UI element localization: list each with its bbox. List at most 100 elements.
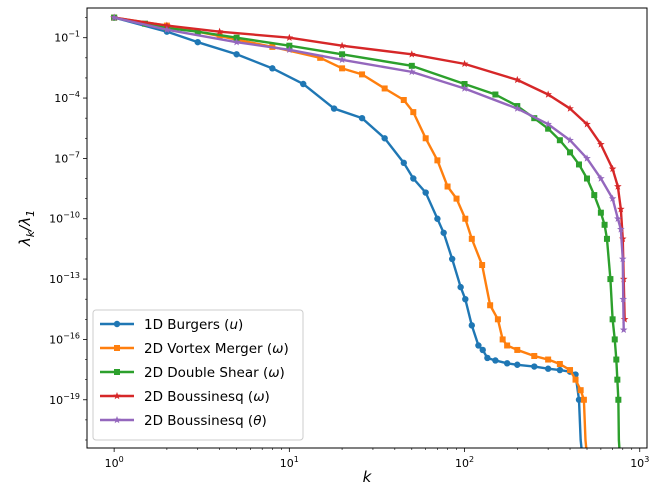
x-axis-ticks: 100 101 102 103 xyxy=(105,448,649,470)
series-1-marker xyxy=(358,114,366,122)
series-2-marker xyxy=(444,183,451,190)
series-5-marker xyxy=(513,104,522,112)
legend-entry-2: 2D Vortex Merger (ω) xyxy=(100,341,289,357)
series-4-marker xyxy=(544,90,552,98)
series-2-marker xyxy=(462,215,469,222)
series-1-marker xyxy=(492,357,499,364)
series-5-marker xyxy=(618,254,627,263)
series-3-marker xyxy=(492,91,499,98)
series-4-marker xyxy=(408,50,416,58)
series-4-marker xyxy=(608,164,617,173)
series-4-marker xyxy=(285,33,294,41)
series-4-marker xyxy=(614,182,622,190)
legend-entry-3-label: 2D Double Shear (ω) xyxy=(144,365,285,381)
series-3-marker xyxy=(575,161,582,168)
series-3 xyxy=(111,14,622,448)
series-1-marker xyxy=(381,135,388,142)
y-tick-label: 10−19 xyxy=(49,392,80,407)
series-3-marker xyxy=(461,80,468,87)
series-1-marker xyxy=(475,342,482,349)
legend-entry-5: 2D Boussinesq (θ) xyxy=(100,413,267,429)
series-4-marker xyxy=(215,27,224,35)
series-3-marker xyxy=(607,276,614,283)
series-2-marker xyxy=(487,302,494,309)
series-3-marker xyxy=(614,376,621,383)
series-3-marker xyxy=(603,235,610,242)
y-tick-label: 10−10 xyxy=(49,211,80,226)
y-axis-ticks: 10−1 10−4 10−7 10−10 10−13 10−16 10−19 xyxy=(49,17,87,441)
series-5 xyxy=(110,13,628,334)
series-3-marker xyxy=(611,336,618,343)
series-3-marker xyxy=(286,42,293,49)
series-2-marker xyxy=(577,387,584,394)
series-5-marker xyxy=(408,67,416,76)
series-1-marker xyxy=(457,283,464,291)
series-3-marker xyxy=(609,316,616,323)
series-3-marker xyxy=(613,356,620,363)
series-5-marker xyxy=(614,214,622,222)
series-3-marker xyxy=(556,137,563,144)
series-1-marker xyxy=(544,365,552,372)
legend-entries: 1D Burgers (u) 2D Vortex Merger (ω) 2D Dou… xyxy=(100,317,289,429)
series-4-marker xyxy=(618,234,627,243)
series-3-marker xyxy=(615,396,622,403)
series-4-marker xyxy=(460,59,469,68)
series-4-marker xyxy=(566,104,574,112)
series-3-marker xyxy=(584,175,591,182)
series-3-marker xyxy=(408,62,415,69)
series-5-marker xyxy=(285,45,294,54)
series-5-marker xyxy=(163,25,171,33)
x-tick-label: 100 xyxy=(105,455,124,470)
legend-entry-2-label: 2D Vortex Merger (ω) xyxy=(144,341,289,357)
series-5-marker xyxy=(617,225,625,233)
series-4-marker xyxy=(163,21,171,29)
series-1-marker xyxy=(233,51,240,58)
series-layer xyxy=(110,13,629,448)
series-4-line xyxy=(113,16,626,320)
legend-entry-1-marker xyxy=(113,320,121,328)
series-2-marker xyxy=(499,336,506,343)
series-5-marker xyxy=(566,136,574,144)
series-4-marker xyxy=(338,41,346,49)
series-3-marker xyxy=(601,221,608,228)
series-1-marker xyxy=(422,189,429,196)
y-tick-label: 10−13 xyxy=(49,271,80,286)
series-1-marker xyxy=(400,159,407,167)
x-tick-label: 102 xyxy=(455,455,474,470)
series-5-marker xyxy=(619,295,628,303)
series-1-marker xyxy=(269,65,276,72)
legend: 1D Burgers (u) 2D Vortex Merger (ω) 2D Dou… xyxy=(92,309,304,441)
series-1-marker xyxy=(531,363,538,370)
series-2-marker xyxy=(572,376,579,383)
legend-entry-1: 1D Burgers (u) xyxy=(100,317,243,333)
series-3-marker xyxy=(233,34,240,41)
series-3-marker xyxy=(597,209,604,216)
series-1-marker xyxy=(410,175,417,182)
x-tick-label: 103 xyxy=(630,455,649,470)
series-1-marker xyxy=(556,366,564,374)
series-3-marker xyxy=(591,192,598,199)
legend-entry-4-label: 2D Boussinesq (ω) xyxy=(144,389,270,405)
legend-entry-5-marker xyxy=(113,416,121,424)
series-5-marker xyxy=(583,154,591,162)
x-axis-label: k xyxy=(363,468,373,486)
series-4-marker xyxy=(597,140,605,148)
series-5-marker xyxy=(544,120,552,128)
series-3-marker xyxy=(194,28,201,35)
legend-entry-3: 2D Double Shear (ω) xyxy=(100,365,285,381)
series-1-marker xyxy=(194,38,201,46)
y-tick-label: 10−4 xyxy=(54,90,80,105)
series-3-marker xyxy=(545,125,552,132)
x-tick-label: 101 xyxy=(280,455,299,470)
series-2-marker xyxy=(580,396,587,403)
series-1-marker xyxy=(440,229,447,236)
y-tick-label: 10−16 xyxy=(49,331,80,346)
series-2-marker xyxy=(453,195,460,202)
series-1-marker xyxy=(479,346,486,354)
series-2-marker xyxy=(545,356,552,363)
legend-entry-1-label: 1D Burgers (u) xyxy=(144,317,243,333)
series-5-marker xyxy=(608,194,617,202)
series-5-marker xyxy=(460,84,469,92)
series-5-marker xyxy=(619,325,628,334)
